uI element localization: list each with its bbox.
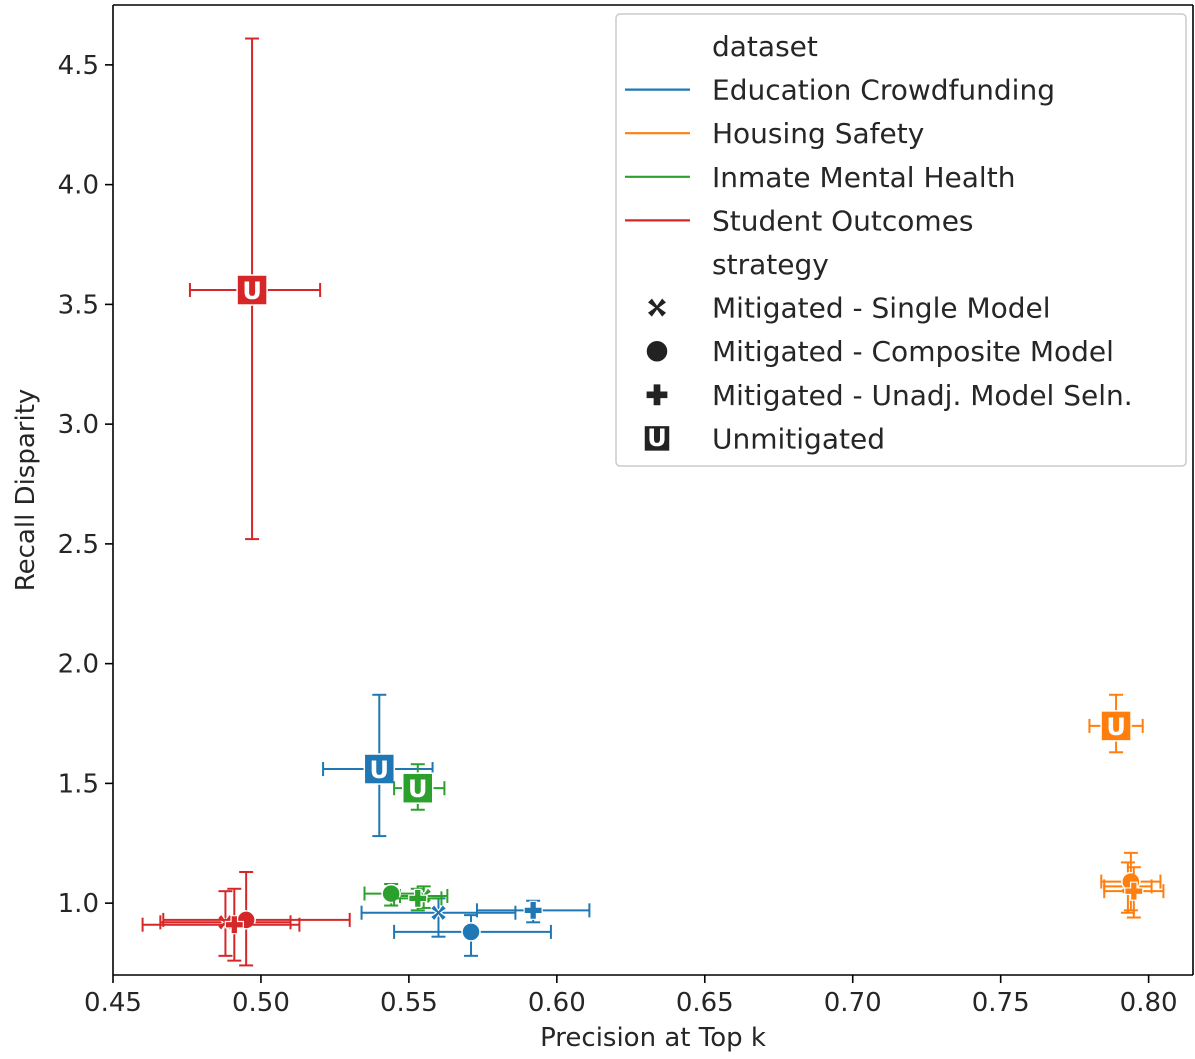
legend-item-dataset: Student Outcomes (712, 204, 974, 237)
data-point (393, 887, 443, 912)
legend-marker-label: U (647, 424, 667, 452)
legend-icon (646, 296, 668, 319)
y-tick-label: 3.0 (58, 410, 99, 440)
x-tick-label: 0.75 (972, 988, 1030, 1018)
circle-marker (381, 883, 401, 904)
legend-marker (643, 424, 671, 453)
data-point: U (188, 37, 322, 541)
x-tick-label: 0.80 (1120, 988, 1178, 1018)
circle-marker (461, 922, 481, 942)
y-tick-label: 3.5 (58, 290, 99, 320)
legend-item-strategy: Mitigated - Single Model (712, 292, 1051, 325)
plus-marker (408, 888, 428, 908)
legend-icon: U (643, 424, 671, 453)
y-tick-label: 2.5 (58, 530, 99, 560)
plus-marker (523, 900, 543, 920)
x-axis-label: Precision at Top k (540, 1023, 766, 1053)
legend-item-dataset: Inmate Mental Health (712, 161, 1015, 194)
data-point (393, 914, 552, 957)
x-tick-label: 0.45 (84, 988, 142, 1018)
plus-marker (1124, 881, 1144, 901)
legend-icon (645, 383, 669, 407)
y-tick-label: 1.5 (58, 769, 99, 799)
x-tick-label: 0.55 (380, 988, 438, 1018)
unmitigated-marker-label: U (242, 277, 262, 305)
data-point (360, 897, 517, 938)
y-axis-label: Recall Disparity (11, 389, 41, 592)
legend-item-strategy: Mitigated - Composite Model (712, 335, 1114, 368)
legend: dataset strategy Education Crowdfunding H… (615, 13, 1187, 467)
x-ticks: 0.45 0.50 0.55 0.60 0.65 0.70 0.75 0.80 (84, 975, 1178, 1018)
legend-marker (645, 339, 669, 363)
legend-marker (645, 383, 669, 407)
legend-header-strategy: strategy (712, 248, 829, 281)
data-point: U (393, 763, 446, 811)
x-tick-label: 0.60 (528, 988, 586, 1018)
legend-marker (646, 296, 668, 319)
y-tick-label: 4.5 (58, 51, 99, 81)
unmitigated-marker-label: U (370, 756, 390, 784)
legend-item-dataset: Housing Safety (712, 117, 924, 150)
y-ticks: 1.0 1.5 2.0 2.5 3.0 3.5 4.0 4.5 (58, 51, 113, 919)
unmitigated-marker (1100, 710, 1132, 742)
data-point: U (1088, 693, 1144, 754)
legend-box (615, 13, 1187, 467)
x-marker (429, 903, 448, 922)
unmitigated-marker (402, 772, 434, 804)
axes (112, 4, 1194, 976)
y-tick-label: 4.0 (58, 171, 99, 201)
y-tick-label: 1.0 (58, 889, 99, 919)
unmitigated-marker (236, 274, 268, 306)
y-tick-label: 2.0 (58, 650, 99, 680)
x-tick-label: 0.65 (676, 988, 734, 1018)
x-tick-label: 0.70 (824, 988, 882, 1018)
x-tick-label: 0.50 (232, 988, 290, 1018)
legend-icon (645, 339, 669, 363)
data-point (141, 887, 301, 962)
unmitigated-marker-label: U (408, 775, 428, 803)
legend-item-dataset: Education Crowdfunding (712, 74, 1055, 107)
plus-marker (224, 915, 244, 935)
unmitigated-marker (363, 753, 396, 785)
legend-item-strategy: Mitigated - Unadj. Model Seln. (712, 379, 1133, 412)
data-point (475, 899, 591, 924)
data-point (1103, 866, 1165, 919)
unmitigated-marker-label: U (1106, 713, 1126, 741)
data-point: U (322, 693, 434, 838)
data-point (162, 871, 351, 967)
legend-header-dataset: dataset (712, 30, 818, 63)
legend-item-strategy: Unmitigated (712, 422, 885, 455)
